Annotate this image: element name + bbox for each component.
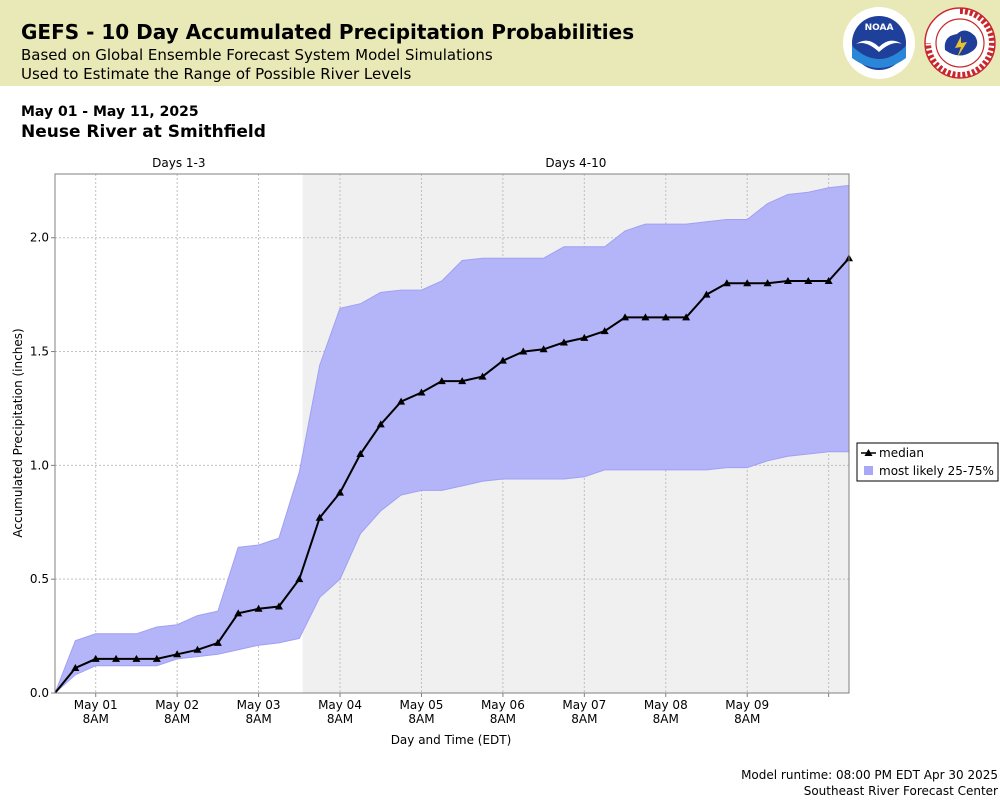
x-tick-time: 8AM [327, 712, 353, 726]
page-subtitle-model: Based on Global Ensemble Forecast System… [21, 46, 493, 64]
page-subtitle-purpose: Used to Estimate the Range of Possible R… [21, 65, 412, 83]
median-point [112, 654, 121, 662]
x-tick-day: May 03 [237, 698, 281, 712]
median-point [376, 420, 385, 428]
nws-logo [924, 7, 996, 79]
median-point [193, 645, 202, 653]
period-label: Days 4-10 [545, 156, 606, 170]
station-name: Neuse River at Smithfield [21, 122, 266, 142]
median-point [600, 327, 609, 335]
x-axis-label: Day and Time (EDT) [391, 733, 512, 747]
median-point [682, 313, 691, 321]
x-tick-day: May 08 [644, 698, 688, 712]
median-point [152, 654, 161, 662]
x-tick-day: May 09 [725, 698, 769, 712]
x-tick-time: 8AM [245, 712, 271, 726]
median-point [417, 388, 426, 396]
x-tick-time: 8AM [164, 712, 190, 726]
x-tick-day: May 07 [562, 698, 606, 712]
date-range: May 01 - May 11, 2025 [21, 104, 199, 120]
median-point [274, 602, 283, 610]
x-tick-time: 8AM [734, 712, 760, 726]
header-banner: GEFS - 10 Day Accumulated Precipitation … [0, 0, 1000, 86]
median-point [580, 333, 589, 341]
x-tick-day: May 02 [155, 698, 199, 712]
x-tick-time: 8AM [653, 712, 679, 726]
median-point [621, 313, 630, 321]
median-point [315, 513, 324, 521]
median-point [458, 377, 467, 385]
median-point [824, 276, 833, 284]
median-point [173, 650, 182, 658]
legend-median-marker [864, 449, 873, 456]
y-axis-label: Accumulated Precipitation (inches) [11, 328, 25, 537]
median-point [559, 338, 568, 346]
y-axis-ticks: 0.0 0.5 1.0 1.5 2.0 [30, 231, 55, 700]
median-point [519, 347, 528, 355]
y-tick-label: 1.5 [30, 345, 49, 359]
model-runtime: Model runtime: 08:00 PM EDT Apr 30 2025 [741, 768, 998, 782]
x-tick-day: May 05 [400, 698, 444, 712]
median-point [234, 609, 243, 617]
median-point [702, 290, 711, 298]
median-point [437, 377, 446, 385]
median-point [641, 313, 650, 321]
forecast-center: Southeast River Forecast Center [803, 784, 998, 798]
median-point [763, 279, 772, 287]
y-tick-label: 0.5 [30, 572, 49, 586]
x-tick-day: May 01 [74, 698, 118, 712]
y-tick-label: 0.0 [30, 686, 49, 700]
x-tick-day: May 04 [318, 698, 362, 712]
median-point [213, 638, 222, 646]
median-point [71, 663, 80, 671]
median-point [254, 604, 263, 612]
legend-label-band: most likely 25-75% [879, 464, 994, 478]
legend-band-swatch [864, 466, 873, 475]
noaa-logo: NOAA [843, 7, 915, 79]
y-tick-label: 1.0 [30, 458, 49, 472]
legend-box [856, 442, 999, 482]
x-tick-day: May 06 [481, 698, 525, 712]
median-point [539, 345, 548, 353]
median-point [397, 397, 406, 405]
page-title: GEFS - 10 Day Accumulated Precipitation … [21, 20, 635, 44]
median-series [54, 254, 853, 694]
median-point [743, 279, 752, 287]
median-point [661, 313, 670, 321]
median-line [54, 257, 850, 694]
y-tick-label: 2.0 [30, 231, 49, 245]
x-tick-time: 8AM [490, 712, 516, 726]
plot-frame [54, 173, 850, 694]
median-point [804, 276, 813, 284]
x-tick-time: 8AM [83, 712, 109, 726]
median-point [722, 279, 731, 287]
noaa-logo-text: NOAA [865, 23, 894, 33]
median-point [91, 654, 100, 662]
x-tick-time: 8AM [571, 712, 597, 726]
legend: median most likely 25-75% [856, 442, 999, 482]
median-point [336, 488, 345, 496]
period-labels: Days 1-3 Days 4-10 [152, 156, 606, 170]
x-tick-time: 8AM [408, 712, 434, 726]
legend-label-median: median [879, 446, 924, 460]
median-point [478, 372, 487, 380]
median-point [295, 575, 304, 583]
median-point [356, 449, 365, 457]
median-point [132, 654, 141, 662]
period-label: Days 1-3 [152, 156, 205, 170]
median-point [498, 356, 507, 364]
median-point [783, 276, 792, 284]
